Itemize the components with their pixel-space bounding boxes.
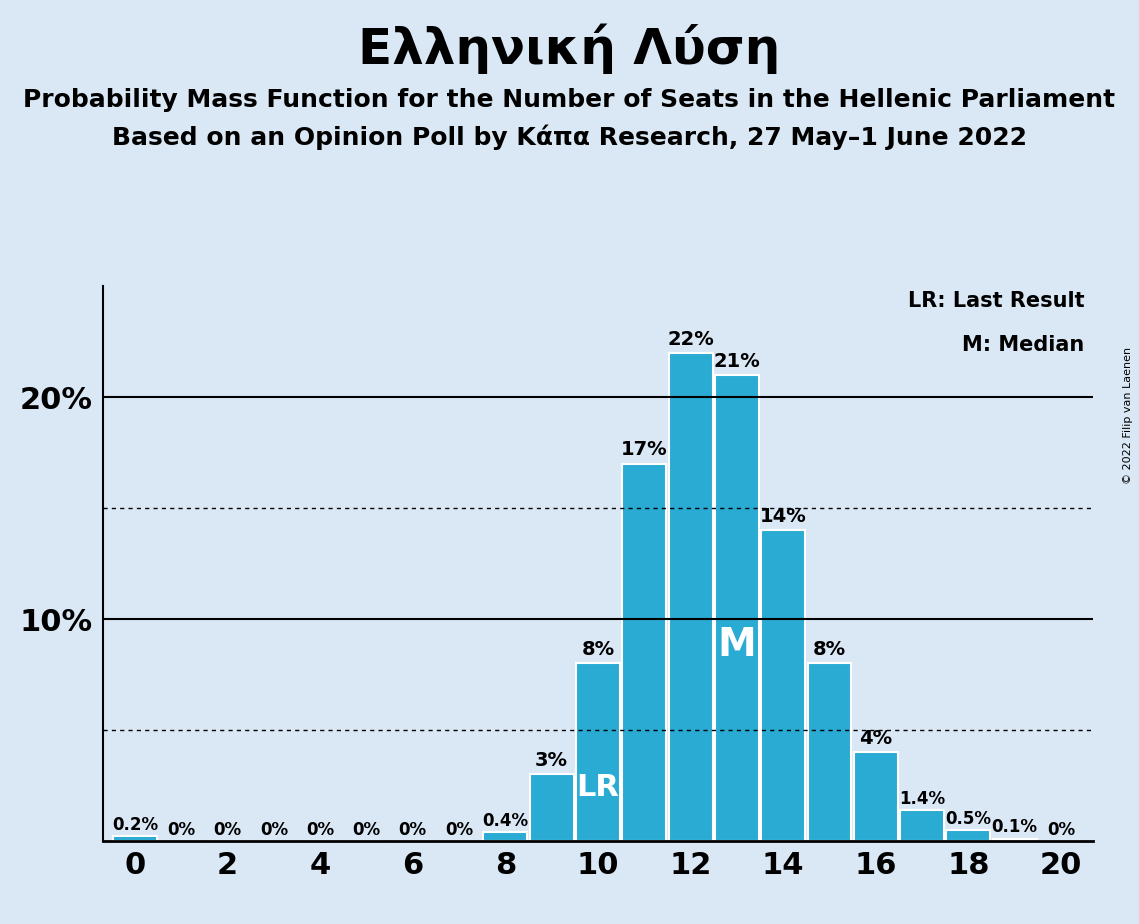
Bar <box>483 832 527 841</box>
Text: 22%: 22% <box>667 330 714 348</box>
Text: 8%: 8% <box>813 640 846 659</box>
Bar <box>622 464 666 841</box>
Text: 17%: 17% <box>621 441 667 459</box>
Text: 0%: 0% <box>260 821 288 839</box>
Text: Probability Mass Function for the Number of Seats in the Hellenic Parliament: Probability Mass Function for the Number… <box>24 88 1115 112</box>
Text: 8%: 8% <box>581 640 615 659</box>
Text: 0.5%: 0.5% <box>945 809 991 828</box>
Bar <box>993 839 1036 841</box>
Text: 3%: 3% <box>535 751 568 770</box>
Bar <box>761 530 805 841</box>
Text: Based on an Opinion Poll by Κάπα Research, 27 May–1 June 2022: Based on an Opinion Poll by Κάπα Researc… <box>112 125 1027 151</box>
Text: 0%: 0% <box>399 821 427 839</box>
Text: 0.1%: 0.1% <box>992 819 1038 836</box>
Bar <box>669 353 713 841</box>
Bar <box>947 830 991 841</box>
Bar <box>530 774 574 841</box>
Bar <box>113 836 157 841</box>
Text: M: Median: M: Median <box>962 335 1084 355</box>
Text: © 2022 Filip van Laenen: © 2022 Filip van Laenen <box>1123 347 1133 484</box>
Bar <box>576 663 620 841</box>
Text: 0%: 0% <box>1047 821 1075 839</box>
Text: 4%: 4% <box>859 729 892 748</box>
Text: LR: LR <box>576 773 620 802</box>
Text: 0.2%: 0.2% <box>112 816 158 834</box>
Bar <box>715 375 759 841</box>
Text: 0%: 0% <box>213 821 241 839</box>
Text: 21%: 21% <box>713 352 760 371</box>
Bar <box>808 663 852 841</box>
Text: Ελληνική Λύση: Ελληνική Λύση <box>359 23 780 74</box>
Text: LR: Last Result: LR: Last Result <box>908 291 1084 310</box>
Text: 0%: 0% <box>306 821 334 839</box>
Text: 1.4%: 1.4% <box>899 790 945 808</box>
Text: M: M <box>718 626 756 664</box>
Text: 0%: 0% <box>167 821 195 839</box>
Bar <box>854 752 898 841</box>
Text: 14%: 14% <box>760 507 806 526</box>
Bar <box>900 809 944 841</box>
Text: 0.4%: 0.4% <box>482 812 528 830</box>
Text: 0%: 0% <box>445 821 473 839</box>
Text: 0%: 0% <box>352 821 380 839</box>
